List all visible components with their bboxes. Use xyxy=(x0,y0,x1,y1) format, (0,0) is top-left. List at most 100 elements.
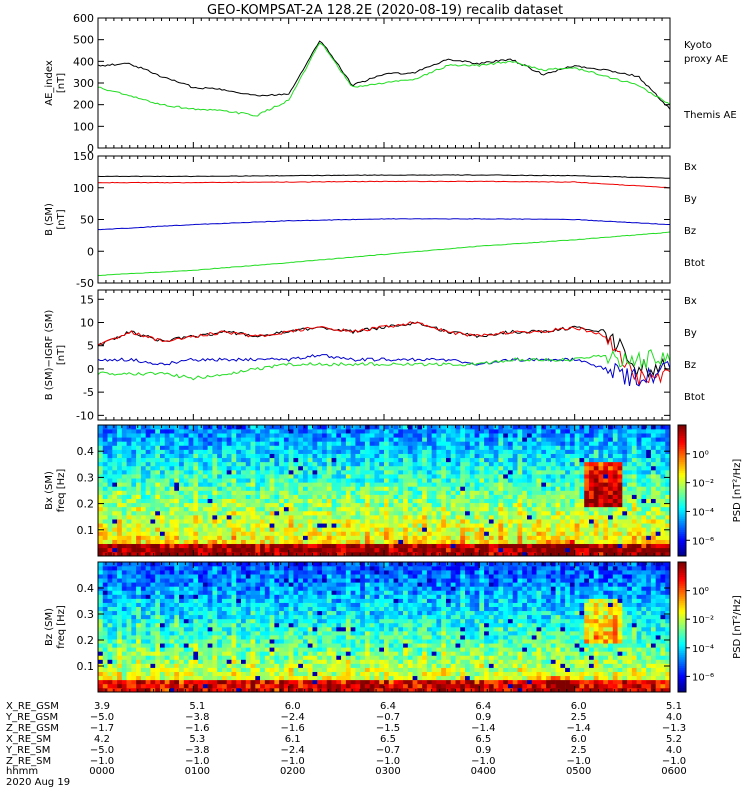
heatmap-cell xyxy=(512,515,518,520)
heatmap-cell xyxy=(345,429,351,434)
heatmap-cell xyxy=(250,482,256,487)
heatmap-cell xyxy=(517,494,523,499)
heatmap-cell xyxy=(236,519,242,524)
heatmap-cell xyxy=(436,482,442,487)
heatmap-cell xyxy=(183,498,189,504)
heatmap-cell xyxy=(388,494,394,499)
heatmap-cell xyxy=(403,543,409,549)
heatmap-cell xyxy=(665,515,671,520)
series-line-btot xyxy=(97,174,670,179)
heatmap-cell xyxy=(188,527,194,532)
heatmap-cell xyxy=(665,474,671,479)
heatmap-cell xyxy=(326,519,332,524)
heatmap-cell xyxy=(479,506,485,512)
heatmap-cell xyxy=(517,461,523,467)
heatmap-cell xyxy=(426,449,432,454)
heatmap-cell xyxy=(436,498,442,504)
heatmap-cell xyxy=(574,502,580,508)
heatmap-cell xyxy=(455,527,461,532)
heatmap-cell xyxy=(455,486,461,491)
heatmap-cell xyxy=(531,502,537,508)
heatmap-cell xyxy=(631,543,637,549)
heatmap-cell xyxy=(121,651,127,656)
heatmap-cell xyxy=(574,474,580,479)
heatmap-cell xyxy=(345,519,351,524)
heatmap-cell xyxy=(317,551,323,557)
heatmap-cell xyxy=(112,594,118,599)
heatmap-cell xyxy=(112,506,118,512)
heatmap-cell xyxy=(403,465,409,471)
heatmap-cell xyxy=(646,527,652,532)
heatmap-cell xyxy=(255,441,261,446)
heatmap-cell xyxy=(479,474,485,479)
heatmap-cell xyxy=(474,551,480,557)
heatmap-cell xyxy=(288,510,294,516)
heatmap-cell xyxy=(650,527,656,532)
heatmap-cell xyxy=(531,539,537,545)
heatmap-cell xyxy=(121,594,127,599)
heatmap-cell xyxy=(288,543,294,549)
heatmap-cell xyxy=(350,510,356,516)
heatmap-cell xyxy=(331,510,337,516)
heatmap-cell xyxy=(655,482,661,487)
heatmap-cell xyxy=(293,457,299,463)
heatmap-cell xyxy=(179,465,185,471)
heatmap-cell xyxy=(603,461,609,467)
heatmap-cell xyxy=(112,470,118,475)
heatmap-cell xyxy=(560,523,566,528)
heatmap-cell xyxy=(436,547,442,553)
heatmap-cell xyxy=(274,429,280,434)
heatmap-cell xyxy=(498,494,504,499)
heatmap-cell xyxy=(650,515,656,520)
heatmap-cell xyxy=(179,506,185,512)
heatmap-cell xyxy=(126,590,132,595)
heatmap-cell xyxy=(322,490,328,495)
heatmap-cell xyxy=(107,651,113,656)
heatmap-cell xyxy=(388,531,394,536)
heatmap-cell xyxy=(407,527,413,532)
heatmap-cell xyxy=(412,474,418,479)
heatmap-cell xyxy=(274,535,280,540)
heatmap-cell xyxy=(455,429,461,434)
heatmap-cell xyxy=(293,486,299,491)
heatmap-cell xyxy=(364,478,370,483)
heatmap-cell xyxy=(541,465,547,471)
heatmap-cell xyxy=(302,433,309,438)
heatmap-cell xyxy=(555,453,561,459)
heatmap-cell xyxy=(612,519,618,524)
heatmap-cell xyxy=(465,425,471,430)
heatmap-cell xyxy=(403,482,409,487)
heatmap-cell xyxy=(364,519,370,524)
heatmap-cell xyxy=(198,486,204,491)
heatmap-cell xyxy=(226,437,232,442)
heatmap-cell xyxy=(403,551,409,557)
heatmap-cell xyxy=(608,510,614,516)
heatmap-cell xyxy=(117,598,123,603)
heatmap-cell xyxy=(188,494,194,499)
heatmap-cell xyxy=(426,486,432,491)
heatmap-cell xyxy=(436,515,442,520)
heatmap-cell xyxy=(631,478,637,483)
heatmap-cell xyxy=(331,498,337,504)
heatmap-cell xyxy=(612,437,618,442)
heatmap-cell xyxy=(136,437,142,442)
heatmap-cell xyxy=(512,543,518,549)
heatmap-cell xyxy=(98,659,104,664)
heatmap-cell xyxy=(603,506,609,512)
heatmap-cell xyxy=(131,506,137,512)
heatmap-cell xyxy=(465,453,471,459)
heatmap-cell xyxy=(264,445,270,450)
heatmap-cell xyxy=(117,494,123,499)
heatmap-cell xyxy=(140,547,146,553)
heatmap-cell xyxy=(341,441,347,446)
heatmap-cell xyxy=(398,539,404,545)
heatmap-cell xyxy=(131,602,137,607)
heatmap-cell xyxy=(345,535,351,540)
heatmap-cell xyxy=(317,465,323,471)
heatmap-cell xyxy=(298,429,304,434)
heatmap-cell xyxy=(579,551,585,557)
heatmap-cell xyxy=(221,457,227,463)
heatmap-cell xyxy=(179,531,185,536)
heatmap-cell xyxy=(503,441,509,446)
heatmap-cell xyxy=(250,470,256,475)
